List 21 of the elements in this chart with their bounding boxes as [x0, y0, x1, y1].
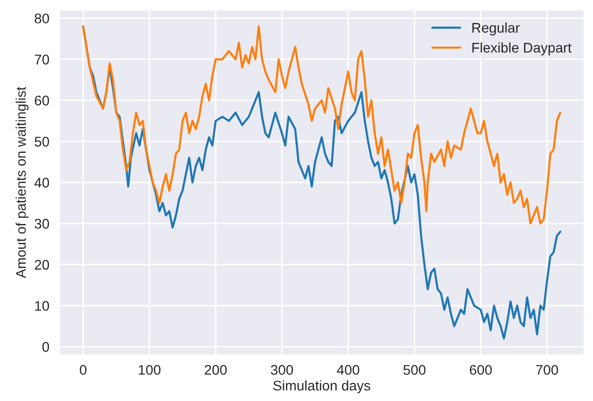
x-tick-label: 500	[403, 364, 426, 375]
y-tick-label: 10	[35, 300, 50, 311]
x-tick-label: 400	[336, 364, 360, 375]
x-tick-label: 200	[204, 364, 227, 375]
y-tick-label: 50	[34, 136, 50, 147]
x-tick-label: 100	[138, 364, 160, 375]
x-tick-label: 600	[470, 364, 492, 375]
x-tick-label: 0	[80, 364, 86, 375]
x-tick-label: 700	[536, 364, 558, 375]
y-tick-label: 80	[34, 14, 50, 24]
y-tick-label: 0	[42, 342, 50, 352]
x-tick-label: 300	[270, 364, 293, 375]
y-axis-title: Amout of patients on waitinglist	[16, 86, 29, 278]
legend-label: Flexible Daypart	[472, 42, 572, 56]
y-tick-label: 40	[34, 178, 50, 188]
legend-label: Regular	[472, 22, 520, 36]
y-tick-label: 70	[34, 54, 50, 64]
y-tick-label: 20	[34, 260, 50, 270]
y-tick-label: 30	[34, 218, 50, 229]
x-axis-title: Simulation days	[273, 380, 370, 394]
y-tick-label: 60	[34, 96, 50, 106]
